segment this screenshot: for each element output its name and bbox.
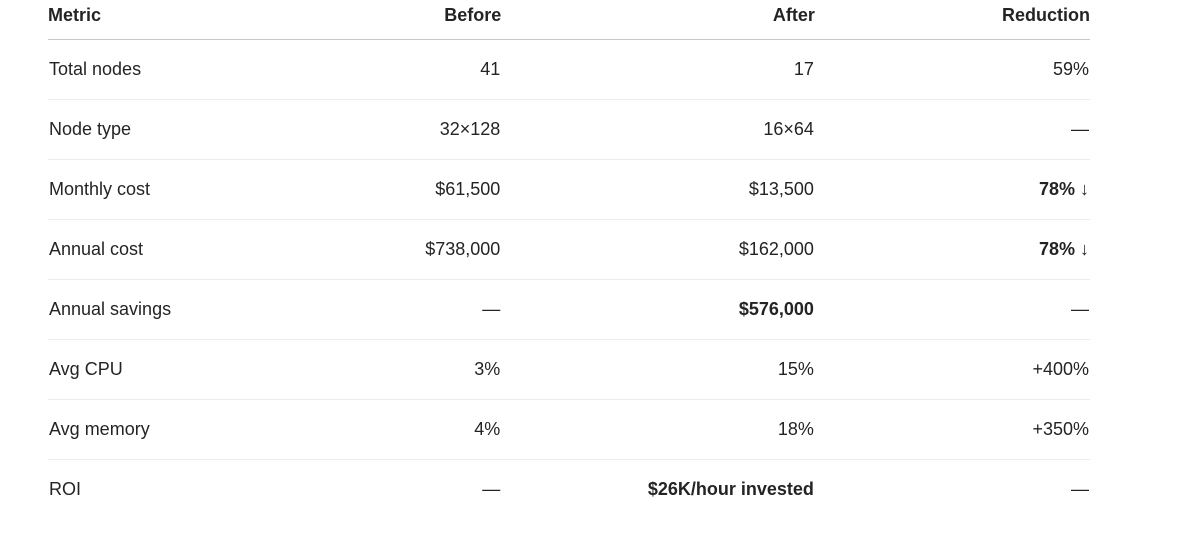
cell-reduction: 59% xyxy=(814,39,1090,100)
cell-metric: Monthly cost xyxy=(48,159,309,220)
cell-before: 3% xyxy=(308,339,502,400)
cell-reduction: — xyxy=(814,99,1090,160)
cell-reduction: 78% ↓ xyxy=(814,219,1090,280)
cell-before: 4% xyxy=(308,399,502,460)
table-row-avg-memory: Avg memory 4% 18% +350% xyxy=(48,399,1090,460)
cell-metric: Annual savings xyxy=(48,279,309,340)
cell-metric: Total nodes xyxy=(48,39,309,100)
cell-after: $26K/hour invested xyxy=(647,479,814,500)
table-row-annual-cost: Annual cost $738,000 $162,000 78% ↓ xyxy=(48,219,1090,280)
cell-after: 18% xyxy=(501,399,815,460)
table-row-node-type: Node type 32×128 16×64 — xyxy=(48,99,1090,160)
cell-after: 16×64 xyxy=(501,99,815,160)
cell-reduction: +350% xyxy=(814,399,1090,460)
cell-reduction: 78% ↓ xyxy=(814,159,1090,220)
cell-reduction: — xyxy=(814,279,1090,340)
column-header-reduction: Reduction xyxy=(814,0,1090,40)
table-row-total-nodes: Total nodes 41 17 59% xyxy=(48,39,1090,100)
table-row-roi: ROI — $26K/hour invested — xyxy=(48,460,1090,520)
cell-metric: Avg memory xyxy=(48,399,309,460)
metrics-table: Metric Before After Reduction Total node… xyxy=(48,0,1090,520)
cell-reduction: — xyxy=(1071,479,1089,500)
cell-before: 32×128 xyxy=(308,99,502,160)
table-row-avg-cpu: Avg CPU 3% 15% +400% xyxy=(48,339,1090,400)
column-header-before: Before xyxy=(308,0,502,40)
column-header-metric: Metric xyxy=(48,0,309,40)
cell-metric: Node type xyxy=(48,99,309,160)
cell-before: 41 xyxy=(308,39,502,100)
cell-before: — xyxy=(308,279,502,340)
metrics-table-container: Metric Before After Reduction Total node… xyxy=(48,0,1090,520)
table-header-row: Metric Before After Reduction xyxy=(48,0,1090,40)
table-row-annual-savings: Annual savings — $576,000 — xyxy=(48,279,1090,340)
table-row-monthly-cost: Monthly cost $61,500 $13,500 78% ↓ xyxy=(48,159,1090,220)
cell-metric: ROI xyxy=(49,479,82,500)
cell-after: $576,000 xyxy=(501,279,815,340)
cell-after: 17 xyxy=(501,39,815,100)
column-header-after: After xyxy=(501,0,815,40)
cell-after: $13,500 xyxy=(501,159,815,220)
cell-before: $61,500 xyxy=(308,159,502,220)
cell-after: $162,000 xyxy=(501,219,815,280)
cell-metric: Avg CPU xyxy=(48,339,309,400)
cell-before: — xyxy=(482,479,501,500)
cell-metric: Annual cost xyxy=(48,219,309,280)
cell-after: 15% xyxy=(501,339,815,400)
cell-before: $738,000 xyxy=(308,219,502,280)
cell-reduction: +400% xyxy=(814,339,1090,400)
